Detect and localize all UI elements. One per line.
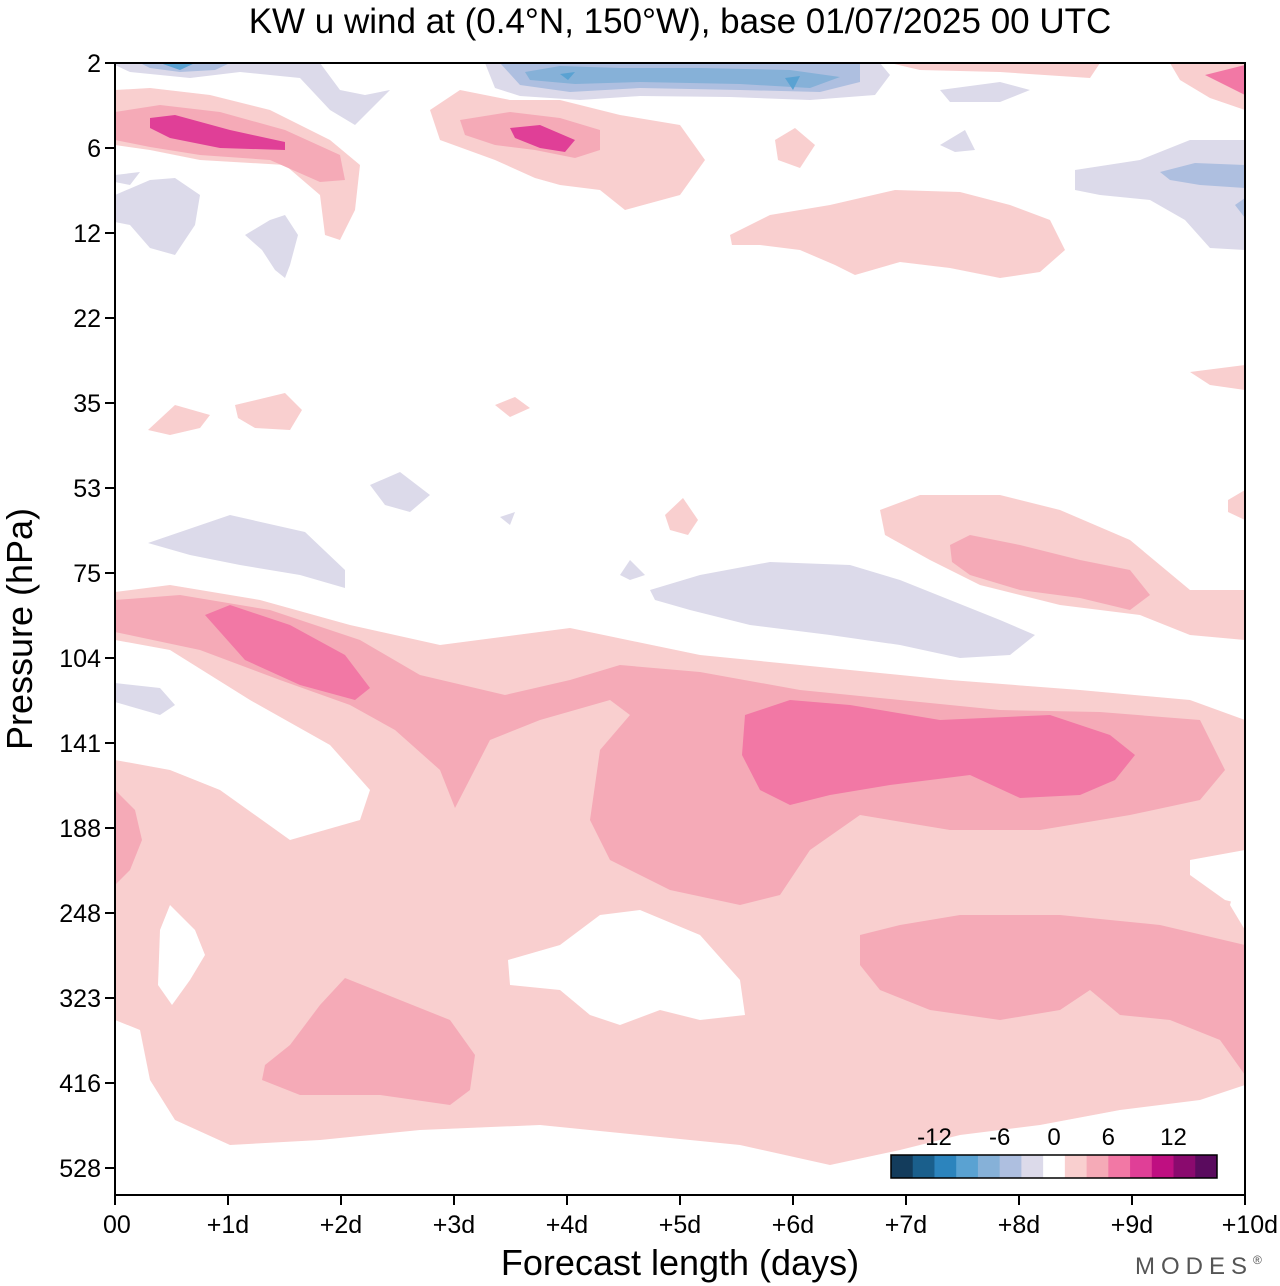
y-tick-label: 141	[59, 730, 101, 758]
y-tick-label: 528	[59, 1155, 101, 1183]
colorbar-swatch	[1043, 1155, 1066, 1178]
colorbar-swatch	[1086, 1155, 1109, 1178]
contour-region-pink-upper-left	[115, 595, 1225, 905]
colorbar-swatch	[1130, 1155, 1153, 1178]
colorbar-swatch	[1064, 1155, 1088, 1178]
contour-region-lavender-mid-a	[370, 472, 430, 512]
contour-hole-white-d	[1190, 850, 1245, 905]
x-tick-label: 00	[103, 1211, 131, 1239]
contour-region-pink-lower-right	[860, 915, 1245, 1075]
contour-region-lavender-upper-left	[115, 178, 200, 255]
contour-region-pink-blob-h	[1228, 490, 1245, 520]
contour-region-pink-blob-d	[665, 498, 698, 535]
contour-region-upper-magenta-left	[150, 115, 285, 150]
colorbar-swatch	[977, 1155, 1001, 1178]
colorbar-swatch	[999, 1155, 1022, 1178]
colorbar-tick-label: -12	[917, 1124, 952, 1151]
y-tick-label: 104	[59, 645, 101, 673]
x-axis-label: Forecast length (days)	[501, 1242, 859, 1283]
x-tick-label: +9d	[1111, 1211, 1153, 1239]
x-tick-label: +8d	[998, 1211, 1040, 1239]
y-tick-label: 2	[87, 50, 101, 78]
colorbar-swatch	[1173, 1155, 1196, 1178]
colorbar-swatch	[934, 1155, 957, 1178]
x-tick-label: +7d	[885, 1211, 927, 1239]
x-tick-label: +3d	[433, 1211, 475, 1239]
y-tick-label: 6	[87, 135, 101, 163]
chart-title: KW u wind at (0.4°N, 150°W), base 01/07/…	[249, 2, 1112, 41]
y-tick-label: 248	[59, 900, 101, 928]
contour-region-pink-blob-b	[235, 393, 302, 430]
colorbar-swatch	[1108, 1155, 1131, 1178]
contour-region-upper-pink-right	[730, 190, 1065, 278]
contour-region-lavender-left-104	[115, 683, 175, 715]
x-tick-label: +2d	[320, 1211, 362, 1239]
contour-region-pink-left-edge	[115, 790, 142, 885]
colorbar-swatch	[956, 1155, 979, 1178]
y-tick-label: 416	[59, 1070, 101, 1098]
contour-hole-white-b	[158, 905, 205, 1005]
colorbar-swatch	[891, 1155, 914, 1178]
y-tick-label: 12	[73, 220, 101, 248]
contour-hole-white-c	[508, 910, 745, 1025]
colorbar-frame	[890, 1154, 1218, 1179]
contour-region-lavender-mid-d	[620, 560, 645, 580]
contour-region-deep-pink-b	[742, 700, 1135, 805]
x-axis-ticks: 00 +1d +2d +3d +4d +5d +6d +7d +8d +9d +10d	[103, 1195, 1278, 1239]
contour-region-upper-magenta-topright	[1205, 65, 1245, 95]
contour-fills	[115, 63, 1245, 1165]
brand-logo: MODES®	[1135, 1253, 1268, 1280]
contour-region-upper-magenta-mid	[510, 125, 575, 152]
x-tick-label: +4d	[546, 1211, 588, 1239]
contour-region-upper-pink-top	[890, 63, 1100, 78]
x-tick-label: +6d	[772, 1211, 814, 1239]
contour-region-lavender-mid-b	[500, 512, 515, 525]
contour-region-blue-right	[1160, 163, 1245, 218]
contour-region-lavender-mid-c	[148, 515, 345, 588]
contour-region-lavender-top-right-a	[940, 82, 1030, 102]
contour-region-blue-top-mid-inner	[525, 66, 840, 88]
contour-region-pink-blob-g	[1190, 365, 1245, 390]
colorbar-tick-label: 6	[1102, 1124, 1115, 1151]
colorbar: -12 -6 0 6 12	[890, 1124, 1218, 1179]
brand-name: MODES	[1135, 1253, 1253, 1280]
colorbar-swatch	[1021, 1155, 1044, 1178]
y-tick-label: 188	[59, 815, 101, 843]
y-tick-label: 53	[73, 475, 101, 503]
contour-region-lavender-small	[245, 215, 298, 278]
x-tick-label: +1d	[207, 1211, 249, 1239]
contour-region-lavender-top-right-b	[940, 130, 975, 152]
colorbar-swatch	[1195, 1155, 1218, 1178]
contour-region-pink-lower-left	[262, 978, 475, 1105]
contour-region-pink-blob-a	[148, 405, 210, 435]
y-tick-label: 75	[73, 560, 101, 588]
contour-region-deep-pink-a	[205, 605, 370, 700]
colorbar-swatch	[912, 1155, 935, 1178]
y-tick-label: 22	[73, 305, 101, 333]
contour-region-lavender-left-10	[115, 172, 140, 185]
x-tick-label: +10d	[1222, 1211, 1278, 1239]
contour-region-lavender-right	[1075, 140, 1245, 250]
colorbar-tick-label: -6	[989, 1124, 1010, 1151]
brand-registered-mark: ®	[1253, 1253, 1268, 1267]
contour-region-lavender-mid-e	[650, 562, 1035, 658]
contour-region-pink-blob-f	[950, 535, 1150, 610]
colorbar-swatch	[1151, 1155, 1175, 1178]
colorbar-tick-label: 12	[1160, 1124, 1187, 1151]
contour-region-blue-top-left-dark	[160, 63, 195, 70]
contour-region-pink-blob-c	[495, 397, 530, 417]
y-tick-label: 35	[73, 390, 101, 418]
contour-hole-white-a	[115, 640, 370, 840]
y-axis-label: Pressure (hPa)	[0, 508, 40, 750]
y-tick-label: 323	[59, 985, 101, 1013]
colorbar-tick-label: 0	[1047, 1124, 1060, 1151]
contour-region-lavender-top-left	[115, 63, 390, 125]
contour-region-upper-pink-dot	[775, 128, 815, 168]
y-axis-ticks: 2 6 12 22 35 53 75 104 141 188 248 323 416 528	[59, 50, 115, 1183]
x-tick-label: +5d	[659, 1211, 701, 1239]
